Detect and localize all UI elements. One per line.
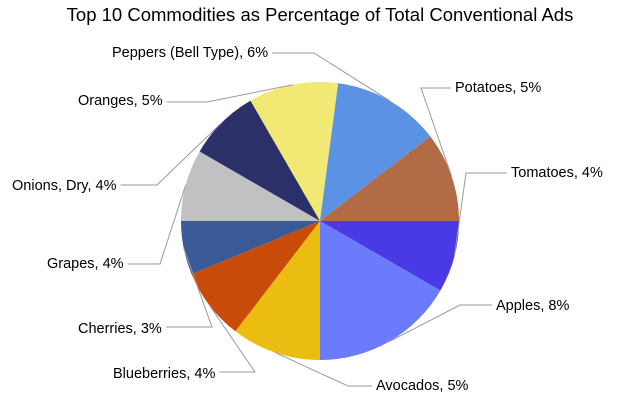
leader-line-blueberries bbox=[209, 305, 256, 373]
pie-slice-potatoes bbox=[320, 136, 459, 221]
pie-slice-onions-dry bbox=[199, 100, 320, 221]
slice-label-cherries: Cherries, 3% bbox=[78, 321, 162, 337]
slice-label-peppers-bell-type: Peppers (Bell Type), 6% bbox=[112, 45, 268, 61]
slice-label-potatoes: Potatoes, 5% bbox=[455, 80, 541, 96]
pie-slice-tomatoes bbox=[320, 221, 459, 291]
pie-slice-oranges bbox=[250, 82, 339, 221]
slice-label-apples: Apples, 8% bbox=[496, 298, 569, 314]
leader-line-oranges bbox=[166, 84, 293, 103]
pie-slice-avocados bbox=[235, 221, 320, 360]
slice-label-grapes: Grapes, 4% bbox=[47, 256, 124, 272]
leader-line-potatoes bbox=[420, 87, 453, 177]
slice-label-blueberries: Blueberries, 4% bbox=[113, 366, 215, 382]
slice-label-oranges: Oranges, 5% bbox=[78, 93, 163, 109]
pie-slices bbox=[181, 82, 459, 360]
slice-label-avocados: Avocados, 5% bbox=[376, 378, 469, 394]
leader-line-cherries bbox=[165, 247, 213, 328]
leader-line-grapes bbox=[127, 184, 187, 265]
pie-slice-apples bbox=[320, 221, 441, 360]
leader-line-onions-dry bbox=[120, 122, 223, 186]
slice-label-onions-dry: Onions, Dry, 4% bbox=[12, 178, 117, 194]
leader-line-tomatoes bbox=[453, 172, 507, 258]
pie-slice-blueberries bbox=[191, 221, 320, 332]
slice-labels: Tomatoes, 4% Apples, 8% Avocados, 5% Bluebe… bbox=[12, 45, 603, 394]
slice-label-tomatoes: Tomatoes, 4% bbox=[511, 165, 603, 181]
pie-slice-cherries bbox=[181, 221, 320, 275]
chart-title: Top 10 Commodities as Percentage of Tota… bbox=[67, 4, 574, 25]
leader-line-peppers-bell-type bbox=[272, 52, 390, 102]
pie-slice-peppers-bell-type bbox=[320, 83, 431, 221]
leader-line-apples bbox=[389, 304, 492, 342]
leader-lines bbox=[120, 52, 507, 387]
pie-slice-grapes bbox=[181, 151, 320, 221]
leader-line-avocados bbox=[275, 352, 372, 387]
